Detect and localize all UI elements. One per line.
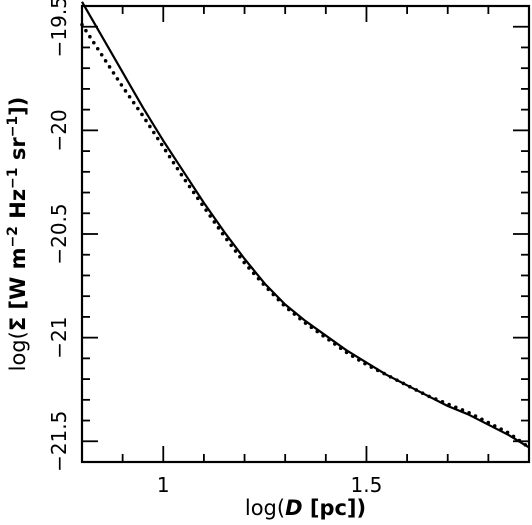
y-axis-label: log(Σ [W m−2 Hz−1 sr−1]): [5, 97, 30, 372]
plot-frame: [80, 4, 531, 464]
x-tick-label: 1.5: [351, 473, 383, 497]
y-tick-label: −21: [47, 317, 71, 359]
y-tick-label: −20: [47, 109, 71, 151]
axis-ticks: [81, 6, 530, 462]
solid-series-line: [81, 1, 530, 449]
y-tick-label: −19.5: [47, 0, 71, 57]
y-tick-label: −21.5: [47, 411, 71, 472]
dotted-series-line: [80, 22, 531, 450]
tick-labels: 1 1.5 −19.5 −20 −20.5 −21 −21.5: [47, 0, 382, 497]
x-axis-label: log(D [pc]): [245, 496, 366, 520]
series-layer: [80, 1, 531, 450]
x-tick-label: 1: [157, 473, 170, 497]
y-tick-label: −20.5: [47, 203, 71, 264]
